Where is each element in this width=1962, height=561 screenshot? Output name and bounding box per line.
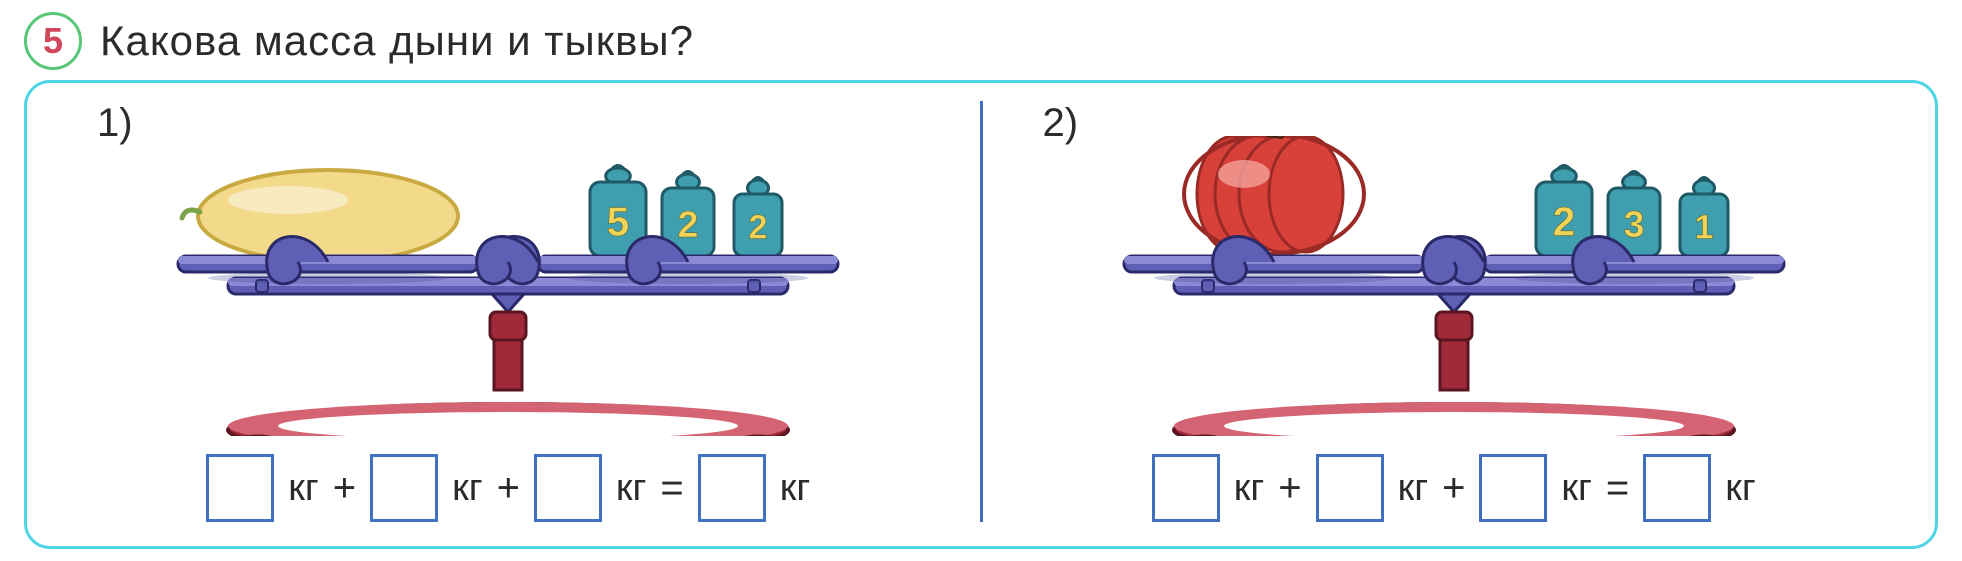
unit-label: кг bbox=[616, 467, 647, 510]
input-box[interactable] bbox=[1643, 454, 1711, 522]
plus-sign: + bbox=[1278, 466, 1301, 511]
unit-label: кг bbox=[1561, 467, 1592, 510]
problem-number-text: 5 bbox=[43, 20, 63, 62]
unit-label: кг bbox=[288, 467, 319, 510]
input-box[interactable] bbox=[534, 454, 602, 522]
equation-2: кг + кг + кг = кг bbox=[1152, 454, 1756, 522]
scale-1-svg: 5 2 2 bbox=[128, 136, 888, 436]
input-box[interactable] bbox=[206, 454, 274, 522]
problem-header: 5 Какова масса дыни и тыквы? bbox=[24, 12, 1938, 70]
unit-label: кг bbox=[452, 467, 483, 510]
svg-text:1: 1 bbox=[1694, 209, 1713, 247]
scale-2: 2 3 1 bbox=[1023, 136, 1886, 436]
equals-sign: = bbox=[1606, 466, 1629, 511]
subproblem-1: 1) 522 кг + кг + кг = кг bbox=[77, 101, 940, 522]
scale-1: 5 2 2 bbox=[77, 136, 940, 436]
question-text: Какова масса дыни и тыквы? bbox=[100, 17, 694, 65]
input-box[interactable] bbox=[1479, 454, 1547, 522]
svg-text:2: 2 bbox=[749, 209, 768, 247]
panel-divider bbox=[980, 101, 983, 522]
plus-sign: + bbox=[1442, 466, 1465, 511]
svg-text:3: 3 bbox=[1623, 203, 1644, 245]
unit-label: кг bbox=[780, 467, 811, 510]
svg-text:2: 2 bbox=[1552, 198, 1575, 244]
input-box[interactable] bbox=[370, 454, 438, 522]
svg-text:2: 2 bbox=[678, 203, 699, 245]
plus-sign: + bbox=[497, 466, 520, 511]
unit-label: кг bbox=[1725, 467, 1756, 510]
unit-label: кг bbox=[1234, 467, 1265, 510]
svg-text:5: 5 bbox=[607, 198, 630, 244]
problems-panel: 1) 522 кг + кг + кг = кг 2) 231 кг + bbox=[24, 80, 1938, 549]
unit-label: кг bbox=[1398, 467, 1429, 510]
equals-sign: = bbox=[660, 466, 683, 511]
input-box[interactable] bbox=[1152, 454, 1220, 522]
plus-sign: + bbox=[333, 466, 356, 511]
input-box[interactable] bbox=[698, 454, 766, 522]
scale-2-svg: 2 3 1 bbox=[1074, 136, 1834, 436]
problem-number-badge: 5 bbox=[24, 12, 82, 70]
input-box[interactable] bbox=[1316, 454, 1384, 522]
equation-1: кг + кг + кг = кг bbox=[206, 454, 810, 522]
subproblem-2: 2) 231 кг + кг + кг = кг bbox=[1023, 101, 1886, 522]
